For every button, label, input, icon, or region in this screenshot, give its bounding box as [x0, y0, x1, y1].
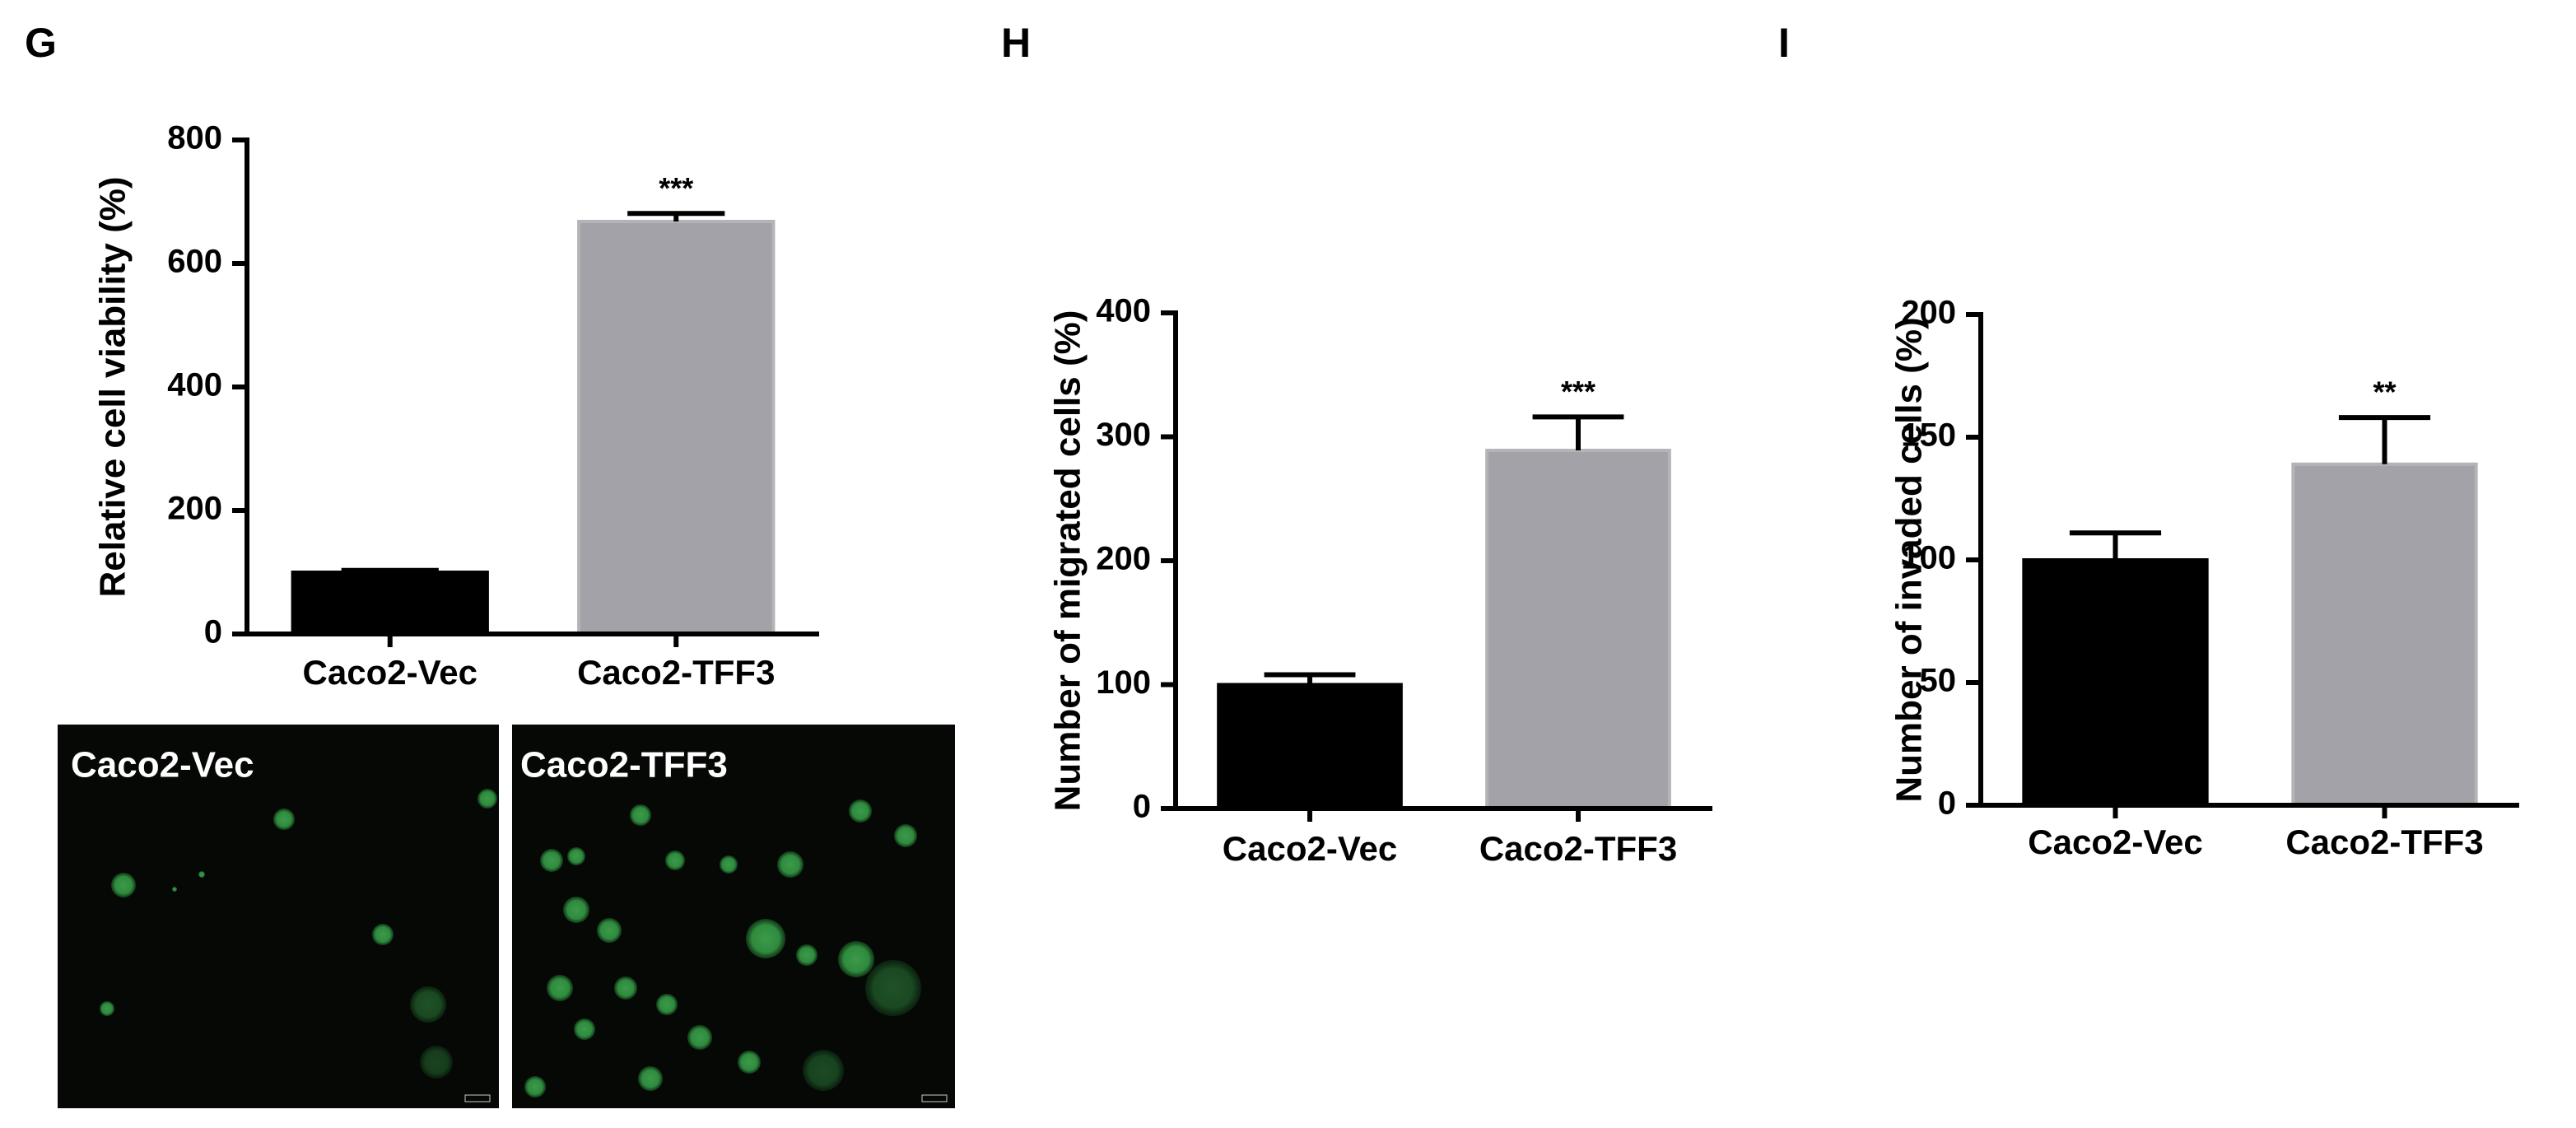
x-tick-label: Caco2-TFF3	[2285, 823, 2483, 861]
error-bar	[1264, 672, 1356, 685]
y-axis-label: Number of migrated cells (%)	[1048, 310, 1088, 812]
image-label: Caco2-TFF3	[520, 745, 728, 785]
error-bar	[1532, 414, 1624, 451]
bar	[291, 571, 489, 636]
y-tick-label: 50	[1920, 663, 1957, 699]
y-axis-label: Relative cell viability (%)	[93, 176, 133, 597]
significance: ***	[1561, 375, 1595, 408]
error-bar	[2338, 415, 2431, 464]
panel-label: H	[1001, 20, 1031, 66]
y-tick-label: 400	[1096, 293, 1151, 329]
y-tick-label: 0	[204, 614, 222, 650]
error-bar	[627, 211, 725, 221]
x-tick-label: Caco2-TFF3	[577, 653, 775, 692]
panel-label: G	[25, 20, 57, 66]
y-tick-label: 200	[167, 491, 222, 527]
x-tick-label: Caco2-Vec	[303, 653, 477, 692]
y-tick-label: 200	[1096, 541, 1151, 577]
bar	[577, 220, 776, 636]
y-tick-label: 100	[1096, 664, 1151, 701]
bar	[1217, 683, 1403, 810]
y-tick-label: 400	[167, 367, 222, 403]
micrograph-vec: Caco2-Vec	[58, 725, 499, 1108]
image-label: Caco2-Vec	[71, 745, 254, 785]
y-axis-label: Number of invaded cells (%)	[1889, 317, 1930, 802]
error-bar	[2069, 530, 2162, 560]
y-tick-label: 100	[1901, 540, 1956, 576]
error-bar	[341, 567, 439, 573]
y-tick-label: 600	[167, 244, 222, 280]
y-tick-label: 0	[1133, 789, 1151, 825]
y-tick-label: 800	[167, 120, 222, 156]
micrograph-tff3: Caco2-TFF3	[512, 725, 955, 1108]
y-tick-label: 0	[1938, 785, 1956, 822]
panel-label: I	[1778, 20, 1790, 66]
y-tick-label: 150	[1901, 417, 1956, 454]
bar	[2022, 558, 2209, 807]
bar	[2291, 462, 2478, 808]
significance: **	[2373, 375, 2396, 409]
x-tick-label: Caco2-TFF3	[1479, 829, 1677, 868]
bar	[1485, 449, 1671, 810]
y-tick-label: 200	[1901, 295, 1956, 331]
x-tick-label: Caco2-Vec	[1223, 829, 1397, 868]
significance: ***	[659, 171, 693, 205]
y-tick-label: 300	[1096, 417, 1151, 453]
x-tick-label: Caco2-Vec	[2028, 823, 2202, 861]
